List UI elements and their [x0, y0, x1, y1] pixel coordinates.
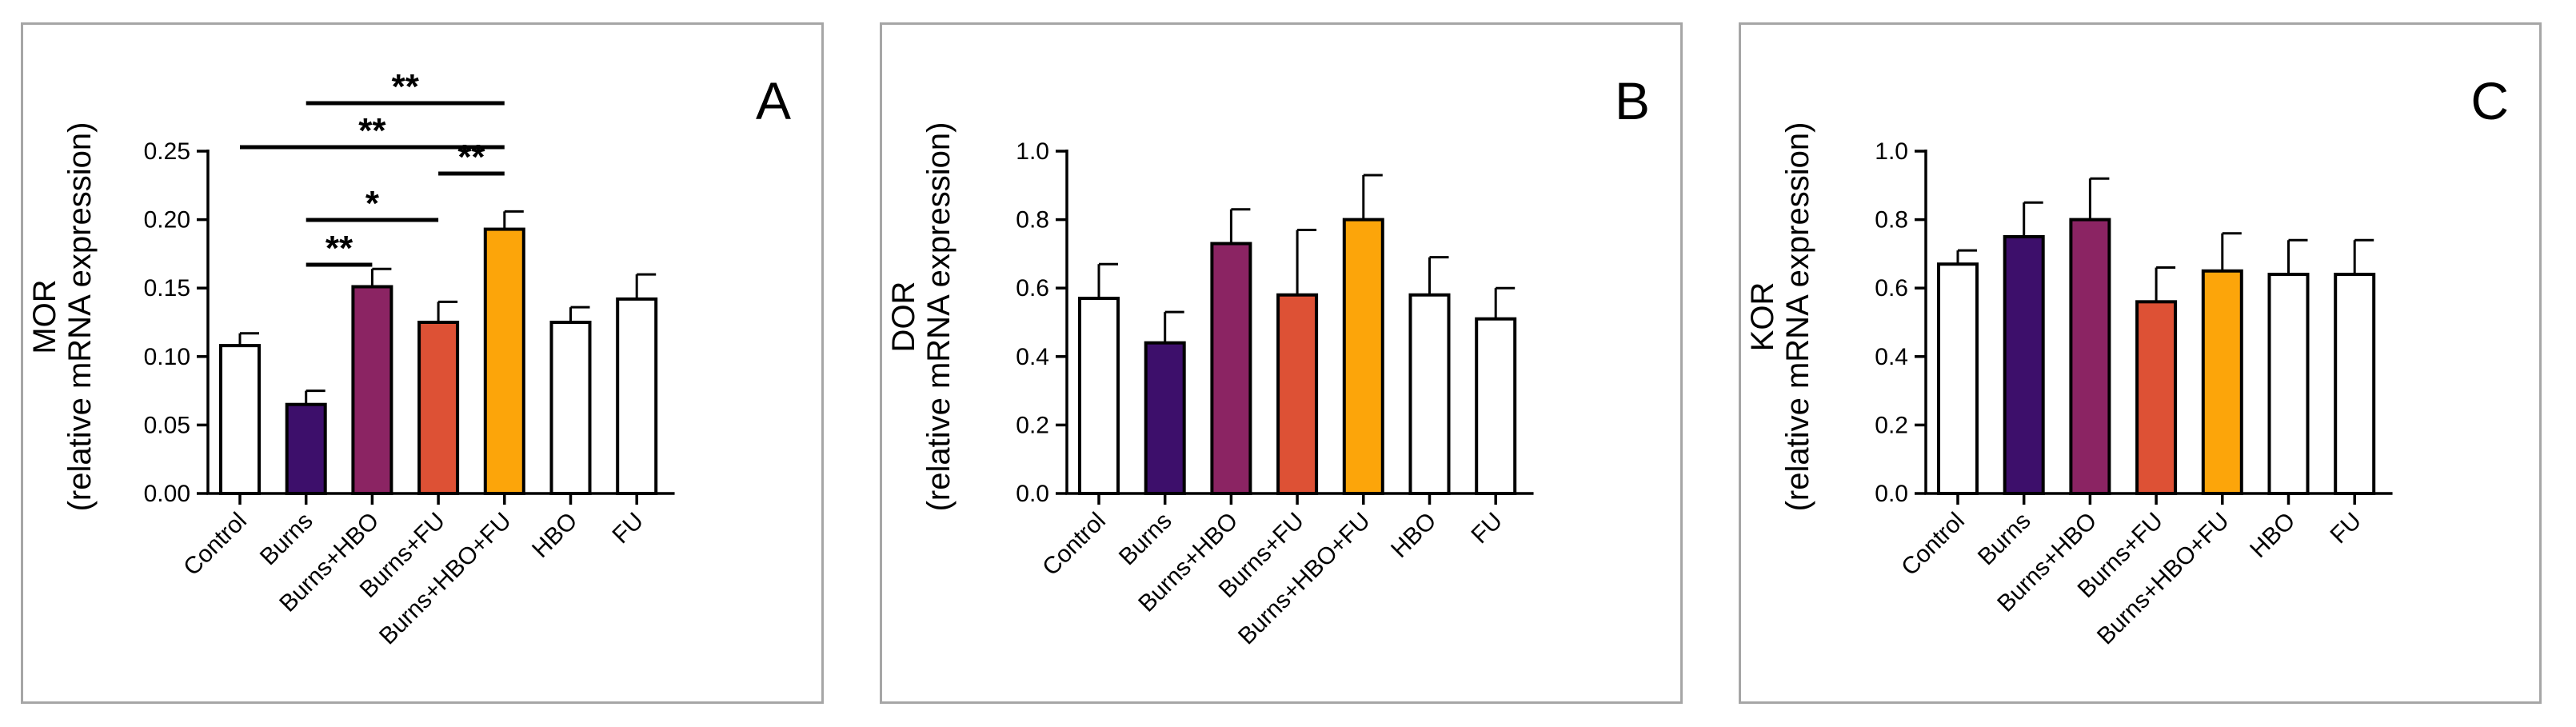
significance-label: ** — [457, 138, 485, 177]
panel-letter: C — [2470, 71, 2509, 130]
y-tick-label: 0.8 — [1875, 207, 1908, 234]
bar — [2069, 218, 2111, 495]
dor-bar-chart: B DOR (relative mRNA expression) 0.0 0.2 0… — [886, 71, 1650, 649]
panel-letter: A — [756, 71, 791, 130]
bar — [2135, 300, 2178, 495]
y-axis-label-line1: KOR — [1745, 282, 1780, 352]
bar — [2267, 273, 2310, 495]
bar — [351, 285, 393, 495]
bar — [417, 321, 460, 495]
x-tick-label: Control — [178, 508, 252, 581]
significance-label: ** — [392, 67, 420, 106]
mor-bar-chart: A MOR (relative mRNA expression) 0.00 0.0… — [27, 67, 791, 649]
x-tick-label: HBO — [1386, 508, 1441, 563]
y-tick-label: 1.0 — [1016, 138, 1049, 165]
y-axis-label-line2: (relative mRNA expression) — [921, 122, 957, 512]
y-tick-label: 0.25 — [144, 138, 190, 165]
y-tick-label: 0.6 — [1016, 275, 1049, 302]
bar — [1210, 242, 1252, 495]
x-tick-label: FU — [2326, 508, 2367, 549]
y-tick-label: 0.4 — [1875, 344, 1908, 370]
y-tick-label: 1.0 — [1875, 138, 1908, 165]
y-axis-label-line1: MOR — [27, 279, 62, 354]
y-tick-label: 0.6 — [1875, 275, 1908, 302]
bar — [1475, 317, 1517, 495]
x-tick-label: Control — [1896, 508, 1970, 581]
bar — [2334, 273, 2376, 495]
chart-panel-c: C KOR (relative mRNA expression) 0.0 0.2 0… — [1739, 22, 2542, 704]
significance-label: ** — [358, 111, 386, 150]
chart-panel-b: B DOR (relative mRNA expression) 0.0 0.2 0… — [880, 22, 1683, 704]
x-tick-label: Burns — [255, 508, 318, 571]
y-tick-label: 0.2 — [1875, 412, 1908, 438]
kor-bar-chart: C KOR (relative mRNA expression) 0.0 0.2 0… — [1745, 71, 2509, 649]
bar — [219, 344, 261, 495]
panel-letter: B — [1615, 71, 1650, 130]
chart-panel-a: A MOR (relative mRNA expression) 0.00 0.0… — [21, 22, 824, 704]
bar — [1144, 341, 1186, 495]
y-tick-label: 0.0 — [1016, 481, 1049, 507]
bar — [549, 321, 592, 495]
x-tick-label: FU — [1467, 508, 1508, 549]
x-tick-label: HBO — [2245, 508, 2300, 563]
x-tick-label: Burns — [1973, 508, 2036, 571]
y-tick-label: 0.8 — [1016, 207, 1049, 234]
bar — [1078, 297, 1120, 496]
y-tick-label: 0.15 — [144, 275, 190, 302]
bar — [1937, 262, 1979, 495]
y-tick-label: 0.00 — [144, 481, 190, 507]
y-tick-label: 0.0 — [1875, 481, 1908, 507]
bar — [1276, 293, 1319, 496]
significance-label: ** — [325, 229, 353, 268]
y-tick-label: 0.20 — [144, 207, 190, 234]
bar — [2201, 269, 2243, 495]
y-axis-label-line2: (relative mRNA expression) — [62, 122, 98, 512]
bar — [616, 297, 658, 495]
bar — [1342, 218, 1384, 495]
y-tick-label: 0.2 — [1016, 412, 1049, 438]
x-tick-label: HBO — [527, 508, 582, 563]
x-tick-label: FU — [608, 508, 649, 549]
y-tick-label: 0.05 — [144, 412, 190, 438]
y-tick-label: 0.4 — [1016, 344, 1049, 370]
bar — [2003, 235, 2045, 495]
bar — [285, 402, 327, 495]
bar — [483, 227, 525, 495]
x-tick-label: Control — [1037, 508, 1111, 581]
y-tick-label: 0.10 — [144, 344, 190, 370]
x-tick-label: Burns — [1114, 508, 1177, 571]
y-axis-label-line1: DOR — [886, 282, 921, 353]
significance-label: * — [365, 184, 380, 223]
bar — [1408, 293, 1451, 496]
y-axis-label-line2: (relative mRNA expression) — [1780, 122, 1815, 512]
